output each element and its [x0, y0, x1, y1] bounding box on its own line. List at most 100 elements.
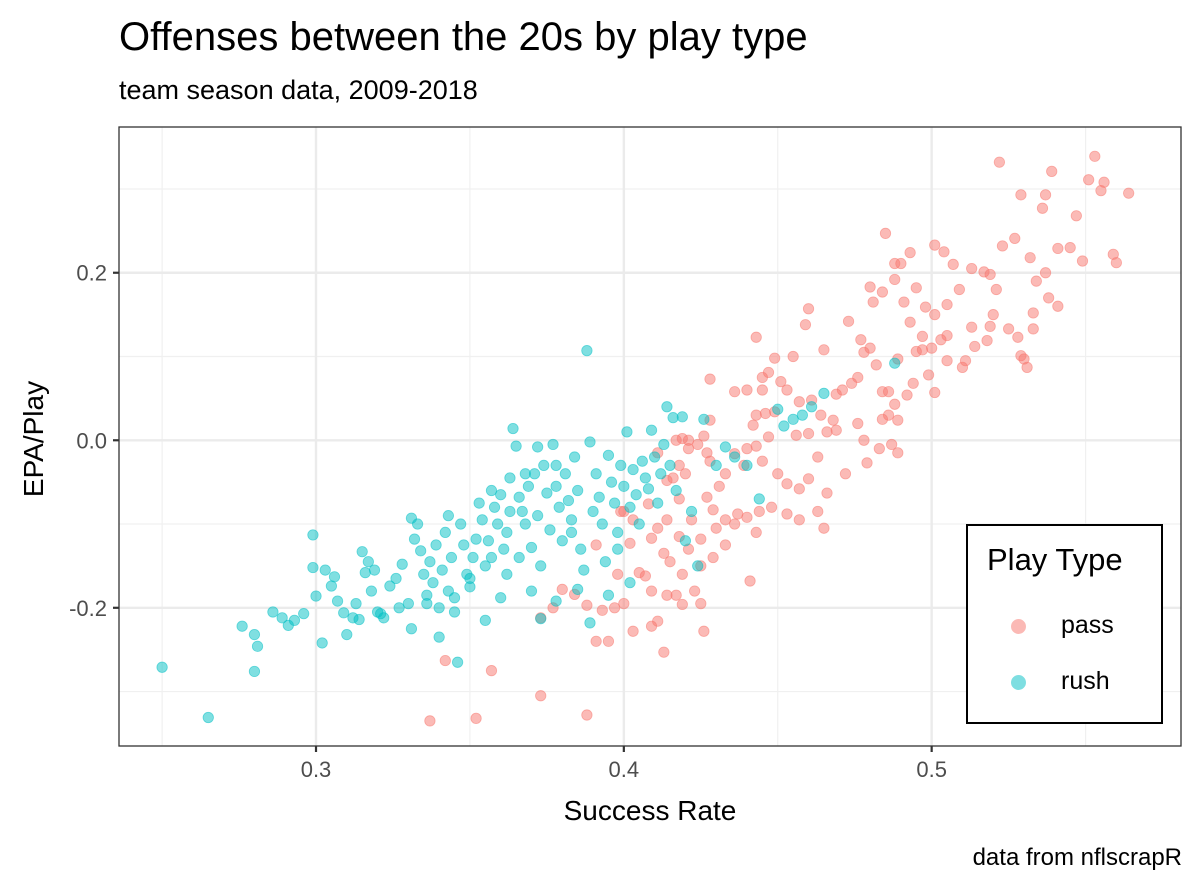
point-pass [750, 526, 762, 539]
point-pass [1083, 174, 1095, 186]
point-pass [729, 518, 741, 530]
point-pass [762, 431, 775, 443]
point-pass [732, 508, 744, 520]
point-rush [590, 468, 602, 480]
point-pass [947, 258, 959, 270]
point-rush [202, 711, 214, 724]
point-rush [889, 357, 901, 369]
point-rush [535, 560, 547, 572]
point-rush [288, 614, 301, 626]
point-pass [898, 296, 910, 308]
point-pass [1089, 150, 1101, 162]
point-pass [618, 598, 630, 610]
point-pass [608, 602, 621, 614]
point-pass [1015, 189, 1027, 201]
point-rush [541, 487, 553, 499]
point-pass [581, 709, 593, 721]
point-rush [787, 413, 799, 425]
point-pass [769, 352, 781, 364]
point-rush [584, 436, 596, 448]
point-pass [1098, 176, 1110, 188]
point-pass [907, 377, 919, 389]
point-rush [498, 543, 510, 555]
point-pass [922, 369, 935, 381]
point-pass [846, 377, 858, 389]
point-rush [359, 567, 371, 579]
point-rush [719, 441, 732, 453]
point-rush [605, 476, 618, 488]
point-pass [818, 522, 830, 534]
point-rush [267, 606, 279, 618]
point-pass [787, 350, 799, 363]
point-rush [504, 505, 516, 518]
point-pass [1039, 189, 1052, 201]
point-pass [799, 319, 812, 331]
point-pass [873, 443, 885, 455]
point-rush [307, 529, 319, 541]
point-rush [615, 459, 627, 471]
y-tick-label: 0.2 [76, 261, 107, 286]
point-pass [1043, 292, 1055, 304]
point-pass [704, 373, 716, 385]
point-rush [710, 459, 722, 471]
point-pass [719, 468, 732, 480]
point-pass [1009, 232, 1021, 245]
x-axis-ticks: 0.3 0.4 0.5 [301, 746, 947, 782]
point-pass [590, 635, 602, 647]
point-rush [464, 572, 476, 585]
point-pass [710, 522, 722, 534]
point-pass [839, 468, 852, 480]
point-pass [966, 321, 978, 333]
point-pass [1024, 252, 1036, 264]
point-rush [476, 514, 488, 526]
point-rush [630, 489, 642, 501]
point-pass [747, 419, 759, 431]
chart-title: Offenses between the 20s by play type [119, 15, 808, 59]
point-pass [793, 396, 805, 408]
point-rush [655, 468, 667, 480]
point-pass [689, 585, 701, 597]
point-rush [633, 518, 645, 530]
point-pass [535, 690, 547, 702]
point-rush [467, 551, 479, 564]
point-pass [664, 556, 676, 568]
point-rush [806, 401, 818, 413]
point-pass [1076, 255, 1089, 267]
point-rush [565, 526, 578, 539]
point-pass [910, 282, 922, 294]
point-rush [276, 612, 288, 624]
point-pass [984, 320, 996, 332]
point-pass [815, 409, 827, 421]
point-pass [658, 547, 670, 559]
point-rush [562, 494, 575, 507]
point-pass [929, 386, 941, 399]
major-gridlines [119, 127, 1181, 746]
point-pass [996, 240, 1009, 252]
point-pass [741, 384, 753, 396]
point-rush [427, 577, 439, 589]
point-pass [1039, 267, 1052, 279]
point-rush [433, 602, 445, 614]
point-pass [670, 434, 682, 446]
point-pass [676, 598, 688, 611]
point-rush [504, 472, 516, 484]
point-pass [919, 301, 932, 313]
point-rush [538, 459, 550, 471]
point-rush [565, 514, 578, 526]
point-pass [935, 334, 947, 346]
point-rush [621, 426, 633, 438]
point-pass [861, 457, 873, 469]
point-rush [550, 595, 562, 607]
point-pass [895, 257, 907, 270]
point-pass [990, 283, 1002, 296]
point-pass [790, 429, 802, 441]
point-rush [495, 489, 507, 501]
point-pass [645, 532, 658, 544]
point-pass [1027, 307, 1039, 319]
point-rush [316, 637, 328, 649]
point-rush [448, 606, 461, 618]
point-pass [1003, 323, 1015, 335]
point-rush [473, 497, 485, 509]
point-pass [941, 355, 953, 367]
point-rush [575, 543, 587, 555]
